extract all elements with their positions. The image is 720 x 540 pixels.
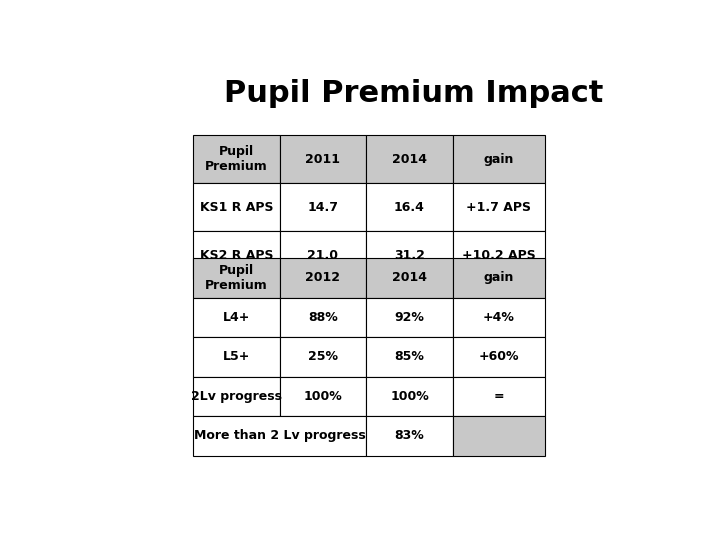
Text: More than 2 Lv progress: More than 2 Lv progress [194,429,366,442]
Text: 21.0: 21.0 [307,248,338,261]
Text: gain: gain [484,272,514,285]
Bar [366,258,453,298]
Bar [366,136,453,183]
Bar [279,231,366,279]
Bar [366,416,453,456]
Text: +1.7 APS: +1.7 APS [467,201,531,214]
Text: 100%: 100% [304,390,342,403]
Text: 2Lv progress: 2Lv progress [191,390,282,403]
Text: L4+: L4+ [222,311,250,324]
Bar [279,258,366,298]
Text: gain: gain [484,153,514,166]
Text: 92%: 92% [395,311,424,324]
Bar [366,231,453,279]
Bar [279,377,366,416]
Bar [453,298,545,337]
Bar [279,298,366,337]
Text: Pupil Premium Impact: Pupil Premium Impact [224,79,603,109]
Text: 2012: 2012 [305,272,341,285]
Text: 31.2: 31.2 [394,248,425,261]
Bar [193,377,280,416]
Text: 100%: 100% [390,390,429,403]
Text: 83%: 83% [395,429,424,442]
Text: Pupil
Premium: Pupil Premium [205,145,268,173]
Bar [279,183,366,231]
Text: +4%: +4% [483,311,515,324]
Bar [453,183,545,231]
Text: 14.7: 14.7 [307,201,338,214]
Text: +60%: +60% [479,350,519,363]
Text: Pupil
Premium: Pupil Premium [205,264,268,292]
Text: L5+: L5+ [222,350,250,363]
Bar [366,298,453,337]
Text: 2011: 2011 [305,153,341,166]
Bar [453,337,545,377]
Text: =: = [493,390,504,403]
Bar [193,298,280,337]
Text: 2014: 2014 [392,153,427,166]
Bar [193,416,366,456]
Text: 2014: 2014 [392,272,427,285]
Bar [279,136,366,183]
Text: KS1 R APS: KS1 R APS [199,201,273,214]
Text: 88%: 88% [308,311,338,324]
Bar [193,136,280,183]
Bar [366,377,453,416]
Bar [453,231,545,279]
Bar [366,337,453,377]
Bar [193,337,280,377]
Bar [453,136,545,183]
Bar [193,258,280,298]
Bar [279,337,366,377]
Text: 25%: 25% [308,350,338,363]
Text: +10.2 APS: +10.2 APS [462,248,536,261]
Bar [366,183,453,231]
Bar [453,416,545,456]
Bar [193,183,280,231]
Bar [453,377,545,416]
Text: KS2 R APS: KS2 R APS [199,248,273,261]
Text: 16.4: 16.4 [394,201,425,214]
Bar [193,231,280,279]
Text: 85%: 85% [395,350,424,363]
Bar [453,258,545,298]
